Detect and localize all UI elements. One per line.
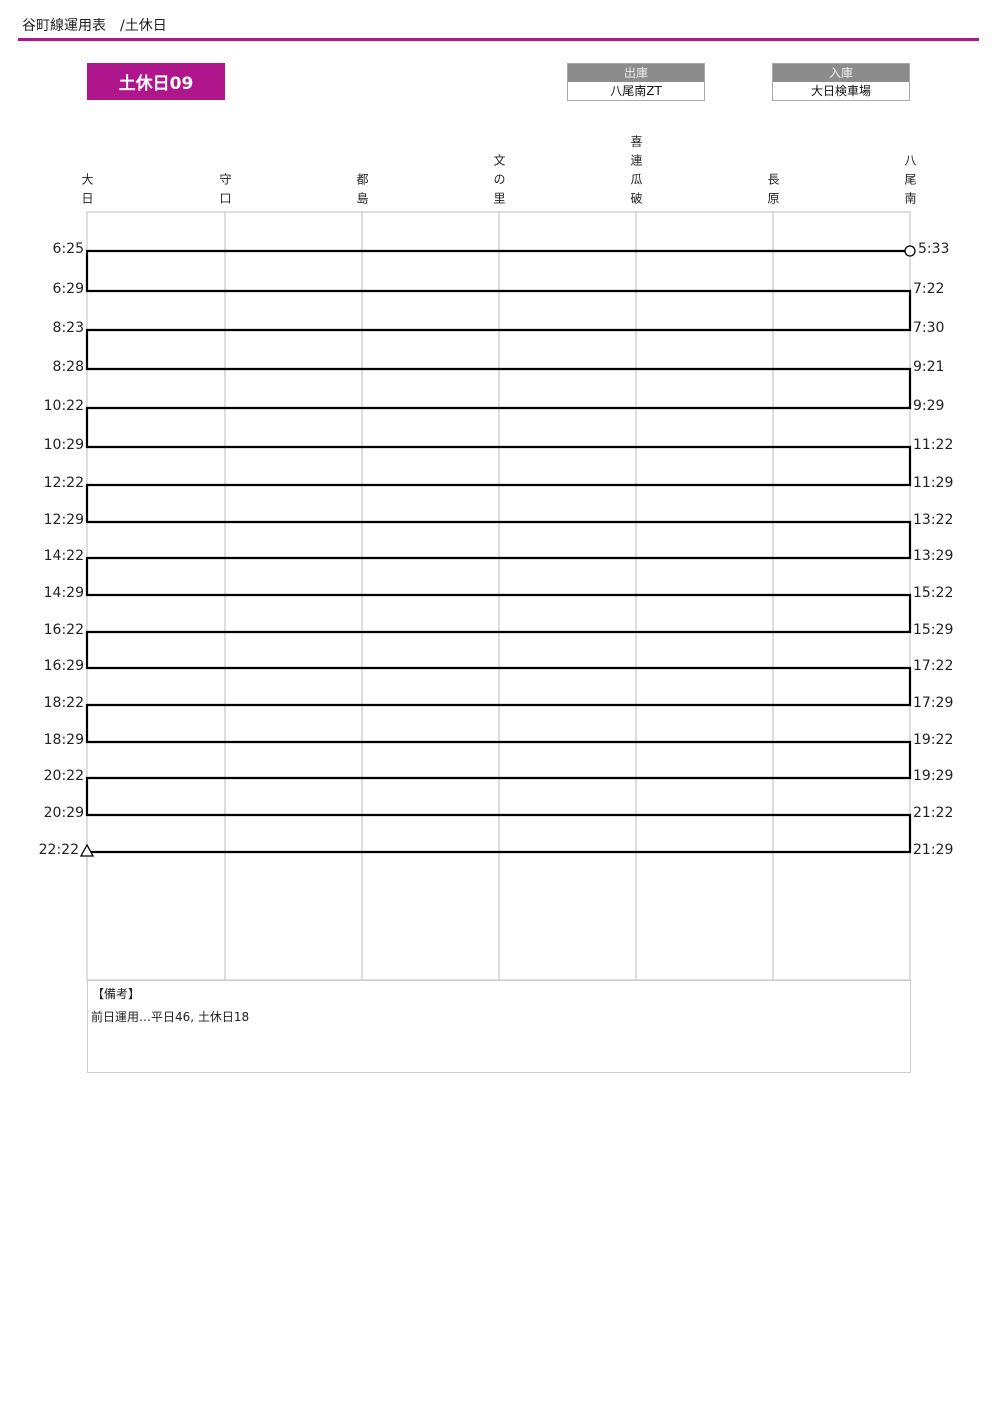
depart-box: 出庫 八尾南ZT xyxy=(567,63,705,101)
arrive-label: 入庫 xyxy=(773,64,909,82)
left-time: 14:22 xyxy=(43,548,84,564)
depart-label: 出庫 xyxy=(568,64,704,82)
left-time: 16:22 xyxy=(43,622,84,638)
right-time: 21:22 xyxy=(913,805,954,821)
right-time: 11:22 xyxy=(913,437,954,453)
left-time: 6:29 xyxy=(52,281,84,297)
station-6: 八尾南 xyxy=(903,154,917,211)
remarks-text: 前日運用…平日46, 土休日18 xyxy=(91,1010,250,1024)
right-time: 11:29 xyxy=(913,475,954,491)
train-run-line xyxy=(85,249,912,854)
left-time: 8:23 xyxy=(52,320,84,336)
right-time: 15:22 xyxy=(913,585,954,601)
right-time: 7:30 xyxy=(913,320,945,336)
station-0: 大日 xyxy=(80,173,94,211)
station-5: 長原 xyxy=(766,173,780,211)
left-time: 10:22 xyxy=(43,398,84,414)
page-title: 谷町線運用表 /土休日 xyxy=(22,18,167,34)
left-time: 22:22 xyxy=(38,842,79,858)
station-4: 喜連瓜破 xyxy=(629,135,643,211)
left-time: 18:29 xyxy=(43,732,84,748)
arrive-box: 入庫 大日検車場 xyxy=(772,63,910,101)
station-1: 守口 xyxy=(218,173,232,211)
right-time: 19:29 xyxy=(913,768,954,784)
right-time: 15:29 xyxy=(913,622,954,638)
right-time: 13:22 xyxy=(913,512,954,528)
right-time: 5:33 xyxy=(918,241,950,257)
remarks-title: 【備考】 xyxy=(92,987,141,1001)
left-time: 6:25 xyxy=(52,241,84,257)
left-time: 20:22 xyxy=(43,768,84,784)
header-rule xyxy=(18,38,979,41)
start-circle-marker xyxy=(904,245,916,257)
right-time: 21:29 xyxy=(913,842,954,858)
remarks-box: 【備考】 前日運用…平日46, 土休日18 xyxy=(87,980,911,1073)
left-time: 10:29 xyxy=(43,437,84,453)
station-3: 文の里 xyxy=(492,154,506,211)
left-time: 16:29 xyxy=(43,658,84,674)
right-time: 9:29 xyxy=(913,398,945,414)
right-time: 7:22 xyxy=(913,281,945,297)
right-time: 13:29 xyxy=(913,548,954,564)
right-time: 17:29 xyxy=(913,695,954,711)
left-time: 12:22 xyxy=(43,475,84,491)
end-triangle-marker xyxy=(79,843,95,857)
right-time: 17:22 xyxy=(913,658,954,674)
right-time: 19:22 xyxy=(913,732,954,748)
left-time: 18:22 xyxy=(43,695,84,711)
left-time: 8:28 xyxy=(52,359,84,375)
depart-value: 八尾南ZT xyxy=(610,84,662,98)
right-time: 9:21 xyxy=(913,359,945,375)
left-time: 12:29 xyxy=(43,512,84,528)
left-time: 14:29 xyxy=(43,585,84,601)
left-time: 20:29 xyxy=(43,805,84,821)
arrive-value: 大日検車場 xyxy=(810,84,871,98)
station-2: 都島 xyxy=(355,173,369,211)
operation-badge: 土休日09 xyxy=(87,63,225,100)
